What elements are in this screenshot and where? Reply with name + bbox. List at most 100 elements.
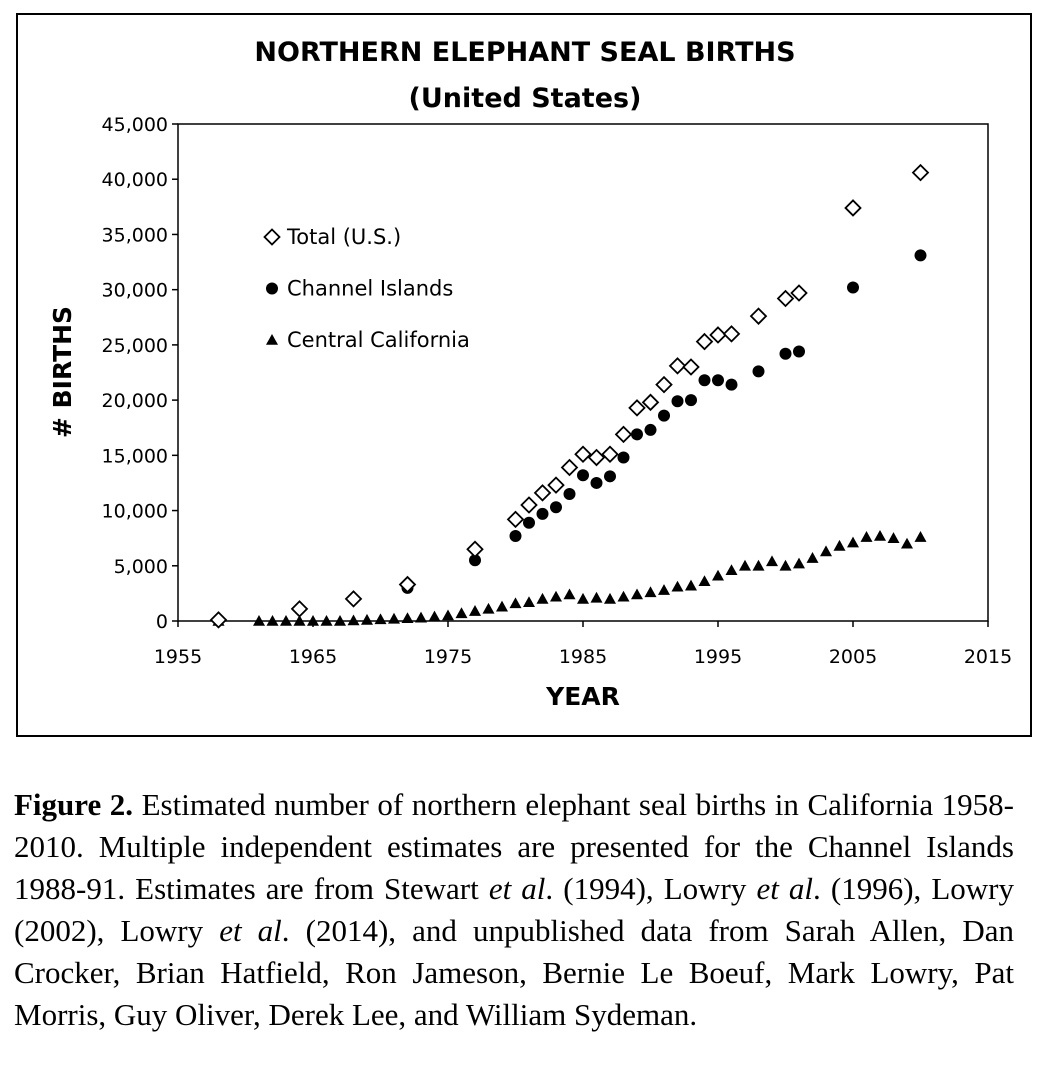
y-tick-label: 30,000 — [102, 280, 168, 302]
data-point — [911, 163, 930, 182]
data-point — [776, 289, 795, 308]
data-point — [590, 476, 603, 489]
data-point — [847, 536, 859, 548]
legend: Total (U.S.) Channel Islands Central Calif… — [263, 225, 470, 352]
data-point — [520, 496, 538, 514]
data-point — [712, 569, 724, 581]
data-point — [469, 554, 481, 567]
data-point — [820, 545, 832, 557]
data-point — [901, 537, 913, 549]
data-point — [695, 332, 714, 351]
y-tick-label: 25,000 — [102, 335, 168, 357]
y-tick-label: 40,000 — [102, 169, 168, 191]
data-point — [398, 575, 417, 594]
data-point — [752, 365, 765, 378]
caption-etal-1: et al — [488, 871, 546, 906]
x-tick-label: 2015 — [964, 646, 1012, 668]
x-tick-label: 1965 — [289, 646, 337, 668]
data-point — [682, 358, 700, 376]
data-point — [347, 614, 360, 626]
y-tick-label: 10,000 — [102, 501, 168, 523]
plot-area — [177, 123, 989, 622]
data-point — [401, 612, 414, 624]
y-tick-label: 45,000 — [102, 114, 168, 136]
data-series — [209, 163, 930, 629]
data-point — [658, 584, 670, 595]
data-point — [914, 249, 927, 262]
data-point — [574, 445, 592, 464]
x-tick-label: 1995 — [694, 646, 742, 668]
data-point — [617, 590, 630, 602]
data-point — [779, 347, 792, 360]
data-point — [887, 532, 900, 543]
legend-label: Channel Islands — [287, 277, 453, 301]
data-point — [466, 540, 484, 558]
data-point — [604, 470, 616, 483]
data-point — [631, 428, 643, 441]
y-tick-label: 0 — [156, 611, 168, 633]
data-point — [536, 507, 549, 520]
data-point — [685, 394, 697, 407]
data-point — [658, 409, 670, 422]
series-open-diamond — [209, 163, 930, 629]
data-point — [509, 597, 522, 609]
figure-caption: Figure 2. Estimated number of northern e… — [14, 784, 1014, 1036]
data-point — [533, 484, 552, 502]
data-point — [671, 580, 684, 592]
caption-etal-2: et al — [756, 871, 814, 906]
data-point — [749, 307, 768, 325]
data-point — [793, 345, 805, 358]
data-point — [712, 374, 724, 387]
data-point — [482, 602, 495, 614]
series-filled-circle — [212, 249, 927, 626]
data-point — [644, 423, 657, 436]
data-point — [577, 592, 589, 604]
data-point — [320, 615, 333, 626]
data-point — [560, 458, 579, 477]
data-point — [604, 592, 616, 604]
data-point — [547, 476, 565, 494]
data-point — [874, 529, 886, 541]
data-point — [209, 611, 228, 629]
data-point — [455, 607, 468, 619]
data-point — [860, 531, 873, 542]
data-point — [722, 325, 741, 343]
data-point — [644, 586, 657, 598]
data-point — [739, 559, 751, 571]
caption-lead: Figure 2. — [14, 787, 134, 822]
data-point — [506, 510, 525, 529]
data-point — [496, 600, 508, 612]
data-point — [614, 425, 633, 444]
x-tick-label: 2005 — [829, 646, 877, 668]
data-point — [752, 559, 765, 571]
data-point — [577, 469, 589, 482]
data-point — [563, 487, 576, 500]
data-point — [334, 615, 346, 626]
data-point — [617, 451, 630, 464]
data-point — [844, 199, 862, 217]
data-point — [415, 611, 427, 623]
legend-marker — [263, 228, 281, 246]
data-point — [563, 588, 576, 600]
data-point — [685, 579, 697, 591]
data-point — [779, 559, 792, 571]
data-point — [793, 557, 805, 569]
x-tick-label: 1985 — [559, 646, 607, 668]
data-point — [523, 516, 535, 529]
data-point — [266, 615, 279, 626]
data-point — [655, 375, 673, 394]
data-point — [698, 575, 711, 587]
data-point — [631, 588, 643, 600]
y-axis: 0 5,000 10,000 15,000 20,000 25,000 30,000 35,0… — [102, 114, 178, 633]
y-tick-label: 15,000 — [102, 445, 168, 467]
data-point — [628, 399, 646, 417]
y-axis-label: # BIRTHS — [48, 306, 77, 438]
data-point — [523, 596, 535, 608]
x-tick-label: 1975 — [424, 646, 472, 668]
data-point — [293, 615, 306, 626]
data-point — [914, 531, 927, 542]
data-point — [668, 357, 687, 375]
x-tick-label: 1955 — [154, 646, 202, 668]
data-point — [344, 590, 363, 608]
data-point — [550, 501, 562, 514]
